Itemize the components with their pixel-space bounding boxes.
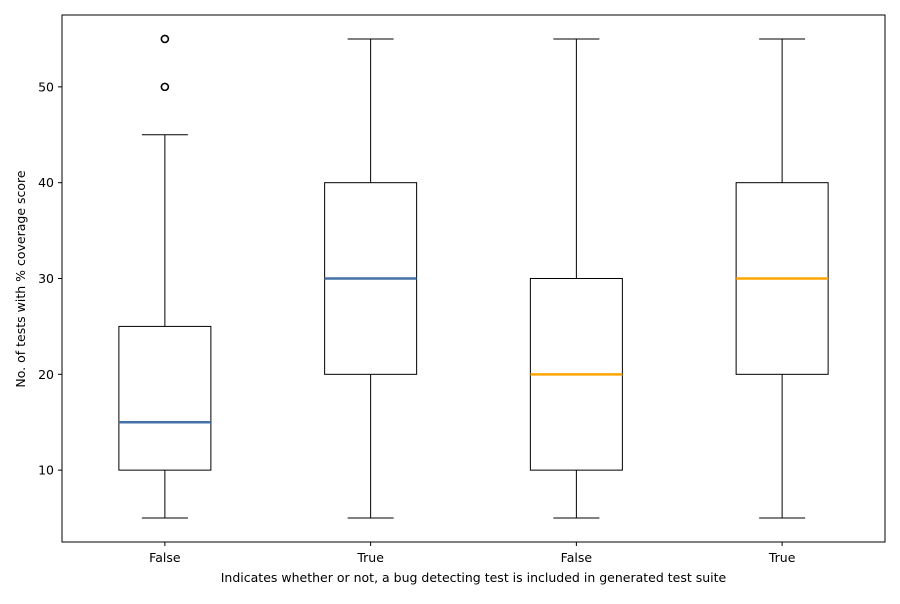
x-axis: False True False True [149,542,796,565]
x-axis-label: Indicates whether or not, a bug detectin… [221,570,727,585]
y-tick-label: 20 [38,367,54,382]
boxes-layer [118,34,829,519]
y-tick-label: 40 [38,175,54,190]
y-tick-label: 10 [38,463,54,478]
y-tick-label: 50 [38,79,54,94]
box-group [118,34,212,519]
box-group [529,38,623,519]
outlier-point [160,34,170,44]
x-tick-label: False [561,550,593,565]
iqr-box [118,325,212,471]
y-axis-label: No. of tests with % coverage score [13,170,28,387]
y-axis: 10 20 30 40 50 [38,79,62,478]
x-tick-label: True [356,550,384,565]
y-tick-label: 30 [38,271,54,286]
outlier-point [160,82,170,92]
x-tick-label: False [149,550,181,565]
box-group [324,38,418,519]
box-group [735,38,829,519]
x-tick-label: True [768,550,796,565]
